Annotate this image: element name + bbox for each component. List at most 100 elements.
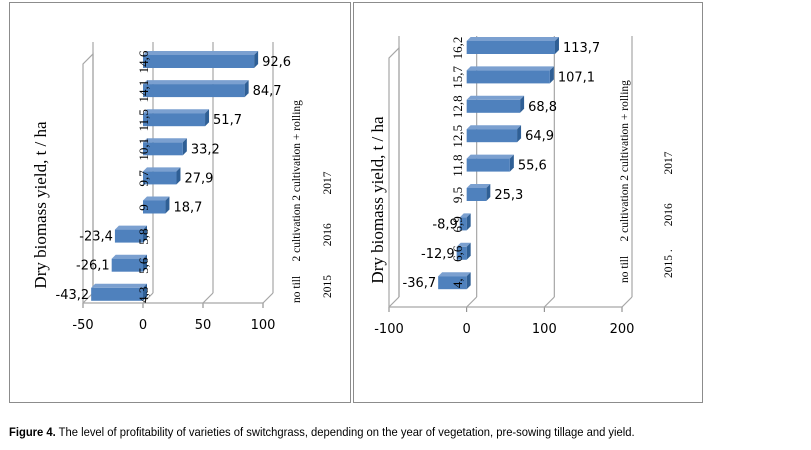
bar-top-face (114, 225, 147, 230)
bar-top-face (466, 125, 522, 130)
category-label: 4, (450, 278, 465, 288)
side-wall (388, 46, 400, 307)
bar-side-face (176, 167, 181, 185)
bar-front-face (143, 113, 206, 127)
floor-depth-line (202, 292, 214, 304)
bar-front-face (143, 142, 183, 156)
x-tick-label: -50 (72, 318, 93, 333)
bar-top-face (143, 196, 170, 201)
category-label: 6,6 (450, 245, 465, 262)
bar-top-face (91, 283, 147, 288)
bar-top-face (143, 51, 259, 55)
x-tick-label: 200 (610, 322, 635, 337)
bar-side-face (517, 125, 522, 143)
bar (143, 196, 170, 214)
floor-depth-line (262, 292, 274, 304)
bar-front-face (466, 188, 487, 201)
category-label: 6,9 (450, 216, 465, 232)
bar (143, 167, 181, 185)
x-tick-label: -100 (374, 322, 404, 337)
bar (114, 225, 147, 243)
data-label: -26,1 (76, 259, 110, 274)
bar-side-face (466, 242, 471, 260)
bar-side-face (165, 196, 170, 214)
right-chart: -100 0 100 200 -36,7 4, -12,96,6 -8,96,9 25,3 9,5… (368, 36, 675, 337)
bar-side-face (554, 37, 559, 54)
bar (143, 51, 259, 68)
bar-top-face (143, 167, 181, 172)
bar-top-face (456, 242, 471, 247)
tillage-labels: no till 2 cultivation 2 cultivation + ro… (619, 80, 631, 283)
left-chart: -50 0 50 100 -43,2 4,3 -26,1 5,6 -23,4 5,8 18,7 9 27… (31, 42, 334, 333)
bar (466, 95, 525, 113)
bar-side-face (254, 51, 259, 68)
data-label: 18,7 (173, 201, 202, 216)
data-label: -8,9 (432, 217, 457, 232)
bar (459, 213, 471, 231)
y-axis-title: Dry biomass yield, t / ha (368, 116, 387, 284)
figure-caption: Figure 4. The level of profitability of … (9, 425, 635, 439)
left-chart-panel (9, 2, 351, 403)
floor-depth-line (466, 296, 478, 308)
data-label: 107,1 (558, 70, 595, 85)
bar-front-face (91, 287, 143, 301)
bar-top-face (466, 66, 554, 71)
category-label: 11,5 (136, 109, 151, 131)
x-tick-label: 0 (139, 318, 147, 333)
category-label: 4,3 (136, 287, 151, 303)
bar (466, 66, 554, 84)
bar-front-face (456, 246, 467, 260)
category-label: 9,7 (136, 170, 151, 187)
bar-front-face (143, 84, 245, 98)
data-label: 68,8 (528, 100, 557, 115)
category-label: 5,8 (136, 228, 151, 244)
bar-top-face (466, 37, 559, 41)
x-tick-label: 50 (195, 318, 212, 333)
bar (143, 80, 249, 98)
category-label: 14,1 (136, 80, 151, 103)
x-tick-label: 100 (532, 322, 557, 337)
bar-side-face (143, 225, 147, 243)
data-label: 92,6 (262, 55, 291, 70)
y-axis-title: Dry biomass yield, t / ha (31, 121, 50, 289)
category-label: 9,5 (450, 187, 465, 203)
bar-front-face (466, 41, 555, 54)
data-label: 64,9 (525, 129, 554, 144)
year-labels: 2015 . 2016 2017 (663, 151, 675, 278)
bar (143, 109, 210, 127)
category-label: 15,7 (450, 66, 465, 89)
bar-front-face (466, 129, 518, 143)
bar-top-face (143, 109, 210, 114)
bar (466, 37, 559, 54)
bar-top-face (466, 95, 525, 100)
floor-depth-line (388, 296, 400, 308)
bar-front-face (466, 158, 510, 172)
category-label: 14,6 (136, 50, 151, 73)
bar-side-face (205, 109, 210, 127)
x-tick-label: 0 (463, 322, 471, 337)
bar-side-face (143, 254, 147, 272)
bar-top-face (143, 80, 249, 85)
bar-top-face (143, 138, 187, 143)
bar-side-face (182, 138, 187, 156)
bar (143, 138, 187, 156)
bar-side-face (520, 95, 525, 113)
data-label: 33,2 (191, 142, 220, 157)
bar (466, 125, 522, 143)
floor-depth-line (621, 296, 633, 308)
bar-side-face (244, 80, 249, 98)
bar-top-face (466, 154, 514, 159)
bar-front-face (111, 258, 143, 272)
bar-front-face (466, 70, 550, 84)
bar-top-face (438, 272, 471, 277)
bar-front-face (143, 55, 255, 68)
bar-side-face (486, 184, 491, 201)
floor-depth-line (543, 296, 555, 308)
year-labels: 2015 2016 2017 (322, 171, 334, 298)
bar (456, 242, 471, 260)
category-label: 16,2 (450, 37, 465, 60)
category-label: 12,5 (450, 125, 465, 148)
category-label: 5,6 (136, 257, 151, 274)
bar-top-face (111, 254, 147, 259)
